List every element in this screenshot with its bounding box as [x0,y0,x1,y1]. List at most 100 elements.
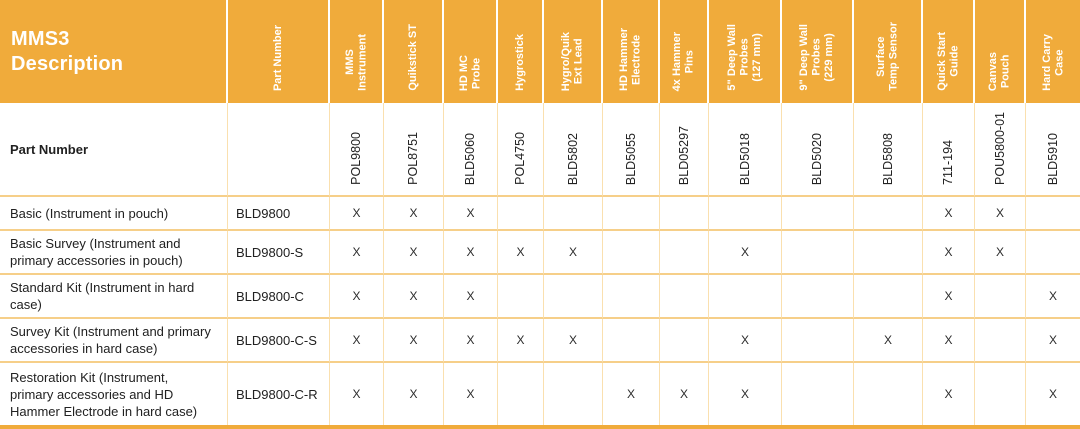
column-header-5in-deep-wall-probes: 5" Deep Wall Probes (127 mm) [709,0,782,103]
mark-cell [975,363,1026,425]
component-part-number: BLD5020 [782,103,854,197]
component-part-number: POL8751 [384,103,444,197]
column-header-quick-start-guide: Quick Start Guide [923,0,975,103]
mark-cell: X [330,231,384,275]
component-part-number: BLD5018 [709,103,782,197]
mark-cell: X [709,231,782,275]
column-header-label: 4x Hammer Pins [671,31,696,91]
component-part-number-value: POL8751 [406,132,420,185]
column-header-label: Quick Start Guide [935,32,961,91]
mark-cell [498,197,544,231]
mark-cell [498,275,544,319]
column-header-label: 9" Deep Wall Probes (229 mm) [798,24,836,91]
row-part-number: BLD9800-S [228,231,330,275]
mark-cell: X [1026,363,1080,425]
part-number-column-header: Part Number [228,0,330,103]
table-body: Part Number POL9800 POL8751 BLD5060 POL4… [0,103,1080,425]
component-part-number-value: POL4750 [513,132,527,185]
component-part-number-value: BLD05297 [676,125,691,185]
mark-cell [603,319,660,363]
mark-cell [782,319,854,363]
column-header-label: MMS Instrument [343,34,369,91]
column-header-mms-instrument: MMS Instrument [330,0,384,103]
column-header-hd-mc-probe: HD MC Probe [444,0,498,103]
mark-cell [603,231,660,275]
row-description: Survey Kit (Instrument and primary acces… [0,319,228,363]
mark-cell: X [444,275,498,319]
mark-cell: X [923,231,975,275]
mark-cell [975,275,1026,319]
mark-cell: X [498,319,544,363]
component-part-number-value: BLD5020 [810,132,824,185]
component-part-number: 711-194 [923,103,975,197]
mark-cell [975,319,1026,363]
row-description: Restoration Kit (Instrument, primary acc… [0,363,228,425]
row-part-number: BLD9800-C-S [228,319,330,363]
mark-cell: X [444,197,498,231]
component-part-number: BLD5055 [603,103,660,197]
component-part-number-row: Part Number POL9800 POL8751 BLD5060 POL4… [0,103,1080,197]
component-part-number: BLD5060 [444,103,498,197]
mark-cell: X [709,319,782,363]
component-part-number: BLD05297 [660,103,709,197]
table-row-basic: Basic (Instrument in pouch) BLD9800 X X … [0,197,1080,231]
mark-cell [1026,231,1080,275]
column-header-canvas-pouch: Canvas Pouch [975,0,1026,103]
mark-cell: X [330,363,384,425]
column-header-quikstick-st: Quikstick ST [384,0,444,103]
mark-cell: X [544,231,603,275]
component-part-number-value: BLD5808 [880,132,895,185]
component-part-number: POU5800-01 [975,103,1026,197]
mark-cell: X [444,363,498,425]
column-header-label: Hygrostick [513,34,526,91]
mark-cell: X [923,363,975,425]
mark-cell: X [330,275,384,319]
component-part-number-value: 711-194 [941,140,955,185]
mark-cell: X [384,197,444,231]
mark-cell: X [975,197,1026,231]
mark-cell: X [444,231,498,275]
mark-cell: X [384,363,444,425]
part-number-column-header-label: Part Number [271,24,284,91]
table-row-basic-survey: Basic Survey (Instrument and primary acc… [0,231,1080,275]
component-part-number-value: BLD5910 [1045,132,1060,185]
column-header-hard-carry-case: Hard Carry Case [1026,0,1080,103]
mark-cell [854,197,923,231]
mark-cell [854,231,923,275]
component-part-number-value: BLD5060 [463,132,477,185]
row-part-number: BLD9800-C-R [228,363,330,425]
column-header-hygro-quik-ext-lead: Hygro/Quik Ext Lead [544,0,603,103]
mark-cell: X [709,363,782,425]
mark-cell: X [1026,275,1080,319]
mark-cell [709,197,782,231]
mark-cell [782,197,854,231]
mark-cell [660,319,709,363]
mark-cell [782,275,854,319]
mark-cell: X [1026,319,1080,363]
row-description: Basic (Instrument in pouch) [0,197,228,231]
component-part-number-value: POL9800 [349,132,363,185]
header-row: MMS3 Description Part Number MMS Instrum… [0,0,1080,103]
mark-cell [1026,197,1080,231]
column-header-hd-hammer-electrode: HD Hammer Electrode [603,0,660,103]
mark-cell [854,275,923,319]
mark-cell: X [384,319,444,363]
table-title: MMS3 Description [0,0,228,103]
table-header: MMS3 Description Part Number MMS Instrum… [0,0,1080,103]
mark-cell: X [330,319,384,363]
column-header-label: Quikstick ST [406,24,419,91]
mark-cell [544,275,603,319]
column-header-label: HD MC Probe [457,54,483,91]
mark-cell: X [923,197,975,231]
mark-cell [544,197,603,231]
row-description: Standard Kit (Instrument in hard case) [0,275,228,319]
mark-cell [782,231,854,275]
mark-cell: X [384,275,444,319]
column-header-label: 5" Deep Wall Probes (127 mm) [725,24,763,91]
mark-cell [544,363,603,425]
component-part-number-value: BLD5018 [737,132,752,185]
mark-cell [660,197,709,231]
column-header-surface-temp-sensor: Surface Temp Sensor [854,0,923,103]
column-header-label: Hard Carry Case [1040,34,1066,91]
